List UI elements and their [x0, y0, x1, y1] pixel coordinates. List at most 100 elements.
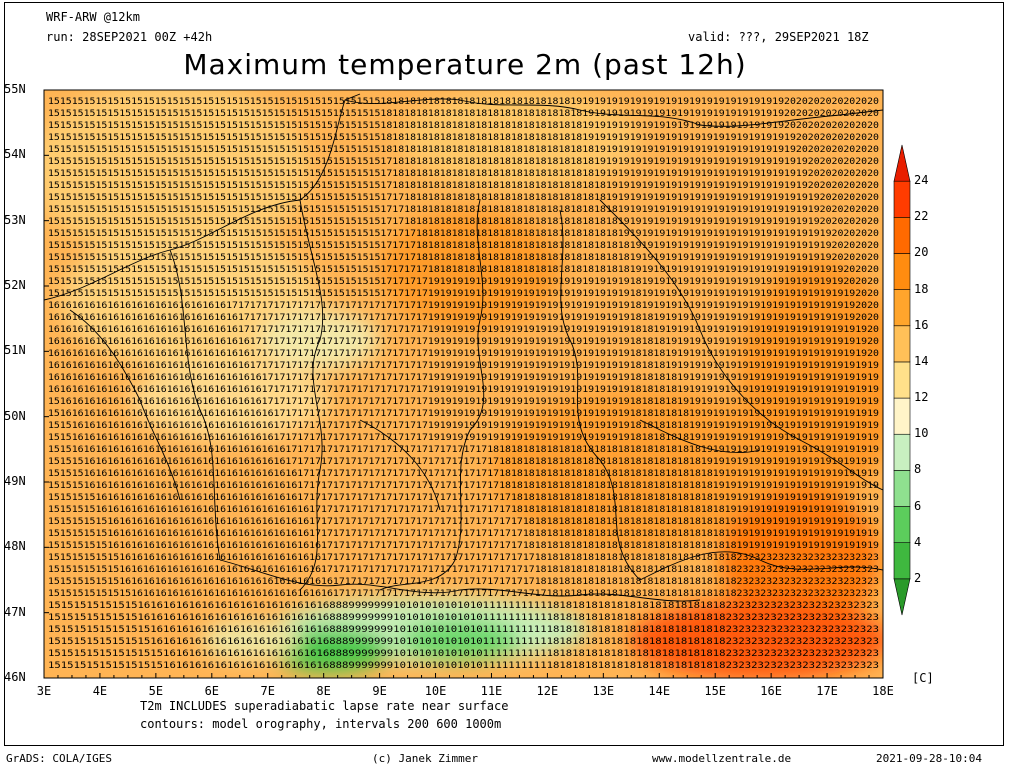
legend-tick-label: 6 [914, 498, 922, 513]
value-row: 1616161616161616161616161616161616161717… [48, 385, 879, 395]
value-row: 1515151516161616161616161616161616161616… [48, 505, 879, 515]
lon-label: 13E [592, 684, 615, 698]
value-row: 1515151515151515161616161616161616161616… [48, 625, 879, 635]
value-row: 1515151515151515151515151515151515151515… [48, 193, 879, 203]
colorbar-segment [893, 470, 911, 507]
legend-tick-label: 2 [914, 570, 922, 585]
value-row: 1616161616161616161616161616161616171717… [48, 337, 879, 347]
value-row: 1516161616161616161616161616161616161717… [48, 397, 879, 407]
value-row: 1516161616161616161616161616161616161617… [48, 409, 879, 419]
footer-grads: GrADS: COLA/IGES [6, 752, 112, 765]
value-row: 1515151515151616161616161616161616161616… [48, 553, 879, 563]
lat-label: 46N [4, 670, 26, 684]
value-row: 1515151515151516161616161616161616161616… [48, 601, 879, 611]
value-row: 1515151515151515151616161616161616161616… [48, 649, 879, 659]
valid-label: valid: ???, 29SEP2021 18Z [688, 30, 869, 44]
value-row: 1515151515151515151515151515151515151515… [48, 205, 879, 215]
lon-label: 4E [92, 684, 108, 698]
value-row: 1616161616161616161616161616161717171717… [48, 301, 879, 311]
legend-tick-label: 4 [914, 534, 922, 549]
lon-label: 3E [36, 684, 52, 698]
figure-frame [4, 2, 1004, 746]
value-row: 1616161616161616161616161616161616171717… [48, 361, 879, 371]
value-row: 1616161616161616161616161616161617171717… [48, 325, 879, 335]
colorbar [893, 144, 911, 616]
lon-label: 16E [760, 684, 782, 698]
legend-tick-label: 16 [914, 317, 929, 332]
value-row: 1515151515151515151515151515151515151515… [48, 241, 879, 251]
temperature-field: 1515151515151515151515151515151515151515… [44, 90, 883, 678]
value-row: 1515151515151515151616161616161616161616… [48, 661, 879, 671]
legend-tick-label: 12 [914, 390, 929, 405]
legend-tick-label: 14 [914, 353, 929, 368]
lat-label: 53N [4, 212, 26, 227]
value-row: 1515151515151515151515151515151515151515… [48, 97, 879, 107]
value-row: 1515151515151516161616161616161616161616… [48, 613, 879, 623]
value-row: 1515151516161616161616161616161616161616… [48, 493, 879, 503]
value-row: 1515151515151515151515151515151515151515… [48, 145, 879, 155]
value-row: 1515151515151515161616161616161616161616… [48, 637, 879, 647]
lon-label: 6E [204, 684, 220, 698]
value-row: 1515151515161616161616161616161616161616… [48, 529, 879, 539]
value-row: 1515151515151515151515151515151515151515… [48, 157, 879, 167]
lon-label: 15E [704, 684, 727, 698]
value-row: 1515151515151616161616161616161616161616… [48, 577, 879, 587]
value-row: 1515151616161616161616161616161616161616… [48, 481, 879, 491]
colorbar-segment [893, 144, 911, 182]
colorbar-segment [893, 253, 911, 290]
value-row: 1515151515151516161616161616161616161616… [48, 589, 879, 599]
model-label: WRF-ARW @12km [46, 10, 140, 24]
lon-label: 7E [260, 684, 275, 698]
lat-label: 51N [4, 343, 26, 358]
colorbar-segment [893, 433, 911, 471]
run-label: run: 28SEP2021 00Z +42h [46, 30, 213, 44]
colorbar-segment [893, 289, 911, 327]
value-row: 1515151515151515151515151515151515151515… [48, 121, 879, 131]
value-row: 1515161616161616161616161616161616161617… [48, 433, 879, 443]
legend-tick-label: 24 [914, 173, 929, 188]
colorbar-segment [893, 180, 911, 218]
value-row: 1515151515151515151515151515151515151515… [48, 289, 879, 299]
value-row: 1515151515161616161616161616161616161616… [48, 517, 879, 527]
lon-label: 11E [480, 684, 503, 698]
legend-tick-label: 22 [914, 209, 929, 224]
value-row: 1515151515151515151515151515151515151515… [48, 253, 879, 263]
colorbar-segment [893, 397, 911, 435]
colorbar-segment [893, 217, 911, 254]
lat-label: 55N [4, 82, 26, 96]
lat-label: 48N [4, 539, 26, 554]
footer-website[interactable]: www.modellzentrale.de [652, 752, 792, 765]
lon-label: 10E [424, 684, 447, 698]
value-row: 1515151515151515151515151515151515151515… [48, 169, 879, 179]
footer-copyright: (c) Janek Zimmer [372, 752, 478, 765]
value-grid: 1515151515151515151515151515151515151515… [48, 97, 879, 671]
lon-label: 5E [148, 684, 164, 698]
lat-label: 52N [4, 278, 26, 292]
value-row: 1515151515151515151515151515151515151515… [48, 181, 879, 191]
colorbar-segment [893, 325, 911, 363]
legend-tick-label: 10 [914, 426, 929, 441]
value-row: 1515151515151515151515151515151515151515… [48, 277, 879, 287]
lon-label: 12E [536, 684, 559, 698]
map-title: Maximum temperature 2m (past 12h) [183, 48, 747, 81]
value-row: 1515151515151515151515151515151515151515… [48, 217, 879, 227]
footer-timestamp: 2021-09-28-10:04 [876, 752, 982, 765]
value-row: 1515151616161616161616161616161616161616… [48, 469, 879, 479]
value-row: 1515151515151515151515151515151515151515… [48, 229, 879, 239]
value-row: 1515151515151515151515151515151515151515… [48, 265, 879, 275]
value-row: 1515161616161616161616161616161616161617… [48, 421, 879, 431]
unit-label: [C] [912, 671, 934, 685]
lat-label: 50N [4, 408, 26, 423]
lon-label: 14E [648, 684, 671, 698]
lon-label: 9E [372, 684, 387, 698]
legend-tick-label: 8 [914, 462, 922, 477]
value-row: 1515151616161616161616161616161616161616… [48, 457, 879, 467]
colorbar-segment [893, 542, 911, 580]
lon-label: 17E [816, 684, 838, 698]
value-row: 1616161616161616161616161616161617171717… [48, 313, 879, 323]
legend-tick-label: 18 [914, 281, 929, 296]
value-row: 1515151515151616161616161616161616161616… [48, 565, 879, 575]
colorbar-segment [893, 361, 911, 399]
value-row: 1616161616161616161616161616161616171717… [48, 349, 879, 359]
